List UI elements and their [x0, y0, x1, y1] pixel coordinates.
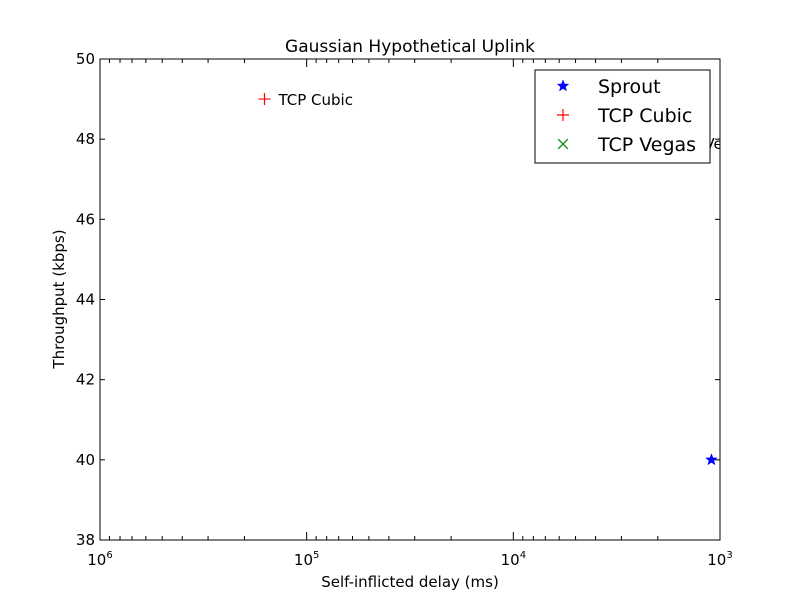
- chart-title: Gaussian Hypothetical Uplink: [285, 37, 535, 57]
- y-tick-label: 42: [76, 371, 95, 389]
- data-point: [258, 93, 271, 106]
- legend-label: TCP Vegas: [597, 134, 696, 156]
- axis-ticks: [99, 58, 721, 541]
- legend-marker: [557, 109, 569, 121]
- x-tick-label: 104: [501, 550, 526, 569]
- point-label: Sprout: [725, 452, 775, 470]
- x-tick-label: 106: [87, 550, 112, 569]
- y-tick-label: 38: [76, 531, 95, 549]
- x-tick-label: 105: [294, 550, 319, 569]
- legend-marker: [557, 138, 569, 150]
- y-tick-label: 46: [76, 210, 95, 228]
- y-tick-label: 44: [76, 291, 95, 309]
- axis-tick-labels: 38 40 42 44 46 48 50 106 105 104 103: [76, 50, 733, 569]
- legend-label: TCP Cubic: [597, 105, 692, 127]
- point-label: TCP Cubic: [277, 91, 353, 109]
- legend-box: [534, 69, 711, 164]
- legend: Sprout TCP Cubic TCP Vegas: [534, 69, 711, 164]
- y-tick-label: 40: [76, 451, 95, 469]
- legend-marker: [556, 79, 570, 92]
- x-tick-label: 103: [707, 550, 732, 569]
- y-axis-label: Throughput (kbps): [50, 229, 68, 369]
- legend-label: Sprout: [598, 76, 661, 98]
- y-tick-label: 48: [76, 130, 95, 148]
- y-tick-label: 50: [76, 50, 95, 68]
- x-axis-label: Self-inflicted delay (ms): [321, 573, 499, 591]
- data-point: [705, 453, 718, 466]
